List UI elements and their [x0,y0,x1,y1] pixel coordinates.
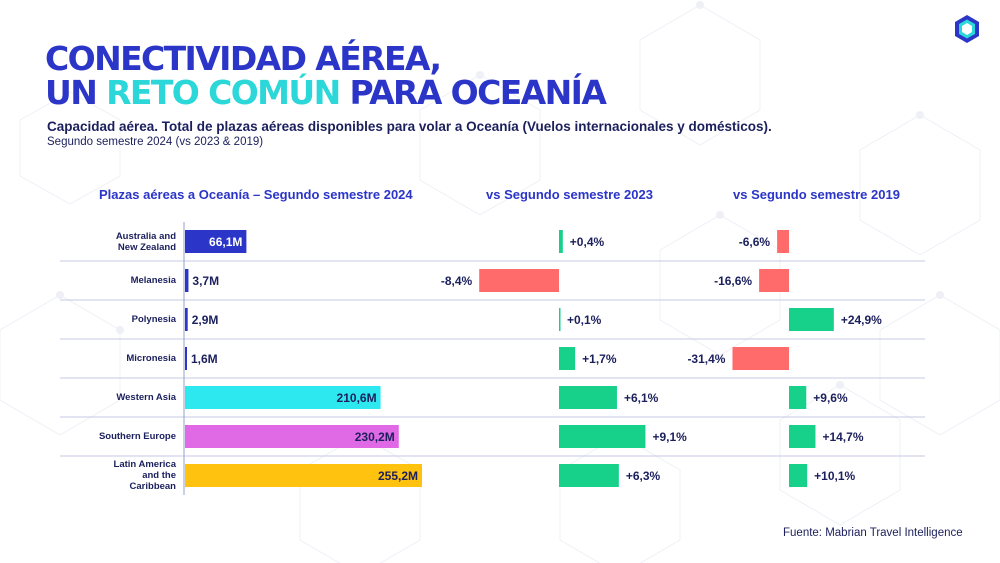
change-2019-label: +10,1% [814,469,855,483]
title-accent: RETO COMÚN [106,73,341,112]
change-2019-bar [777,230,789,253]
bar-2024 [185,308,188,331]
row-label: Melanesia [46,275,176,286]
row-label: Latin America and the Caribbean [46,459,176,492]
source-note: Fuente: Mabrian Travel Intelligence [783,527,963,539]
change-2019-bar [759,269,789,292]
data-label-2024: 3,7M [192,274,219,288]
column-header-vs-2019: vs Segundo semestre 2019 [733,187,900,202]
change-2019-label: +14,7% [822,430,863,444]
change-2019-label: -31,4% [687,352,725,366]
change-2023-label: +6,1% [624,391,659,405]
change-2023-bar [559,425,646,448]
change-2019-label: -16,6% [714,274,752,288]
row-label: Southern Europe [46,431,176,442]
change-2023-bar [559,386,617,409]
change-2023-bar [559,347,576,370]
change-2019-bar [789,386,807,409]
change-2023-label: +6,3% [626,469,661,483]
hexagon-logo-icon [955,15,979,43]
bar-2024 [185,347,187,370]
bar-2024 [185,269,189,292]
row-label-line: Melanesia [130,275,176,286]
row-label-line: Australia and [115,230,176,242]
data-label-2024: 255,2M [378,469,418,483]
change-2019-label: -6,6% [739,235,771,249]
change-2023-label: +0,4% [570,235,605,249]
bar-2024 [185,464,422,487]
change-2019-label: +9,6% [813,391,848,405]
change-2023-bar [559,230,563,253]
bar-2024 [185,386,381,409]
page-title: CONECTIVIDAD AÉREA, UN RETO COMÚN PARA O… [45,39,607,112]
change-2019-bar [732,347,789,370]
data-label-2024: 1,6M [191,352,218,366]
row-label-line: Caribbean [129,481,176,492]
change-2023-bar [559,308,561,331]
row-label-line: New Zealand [117,241,176,253]
column-header-vs-2023: vs Segundo semestre 2023 [486,187,653,202]
bar-2024 [185,425,399,448]
change-2019-bar [789,425,816,448]
data-label-2024: 210,6M [337,391,377,405]
title-line-2-start: UN [45,73,107,112]
title-line-2-end: PARA OCEANÍA [339,73,607,112]
row-label-line: Southern Europe [98,431,176,442]
data-label-2024: 66,1M [209,235,242,249]
change-2019-bar [789,464,808,487]
data-label-2024: 230,2M [355,430,395,444]
chart-subnote: Segundo semestre 2024 (vs 2023 & 2019) [47,136,264,148]
row-label-line: and the [142,470,176,481]
title-line-1: CONECTIVIDAD AÉREA, [45,39,442,78]
change-2023-bar [479,269,559,292]
change-2023-label: +1,7% [582,352,617,366]
row-label: Polynesia [46,314,176,325]
change-2023-label: +9,1% [652,430,687,444]
change-2019-bar [789,308,834,331]
bar-2024 [185,230,247,253]
change-2019-label: +24,9% [841,313,882,327]
row-label: Western Asia [46,392,176,403]
change-2023-label: +0,1% [567,313,602,327]
chart-subtitle: Capacidad aérea. Total de plazas aéreas … [47,119,772,134]
data-label-2024: 2,9M [192,313,219,327]
row-label-line: Western Asia [116,392,176,403]
change-2023-bar [559,464,619,487]
row-label: Australia and New Zealand [46,231,176,253]
column-header-2024: Plazas aéreas a Oceanía – Segundo semest… [99,187,413,202]
row-label-line: Micronesia [126,353,176,364]
change-2023-label: -8,4% [441,274,473,288]
row-label: Micronesia [46,353,176,364]
row-label-line: Polynesia [131,314,176,325]
row-label-line: Latin America [113,459,176,470]
